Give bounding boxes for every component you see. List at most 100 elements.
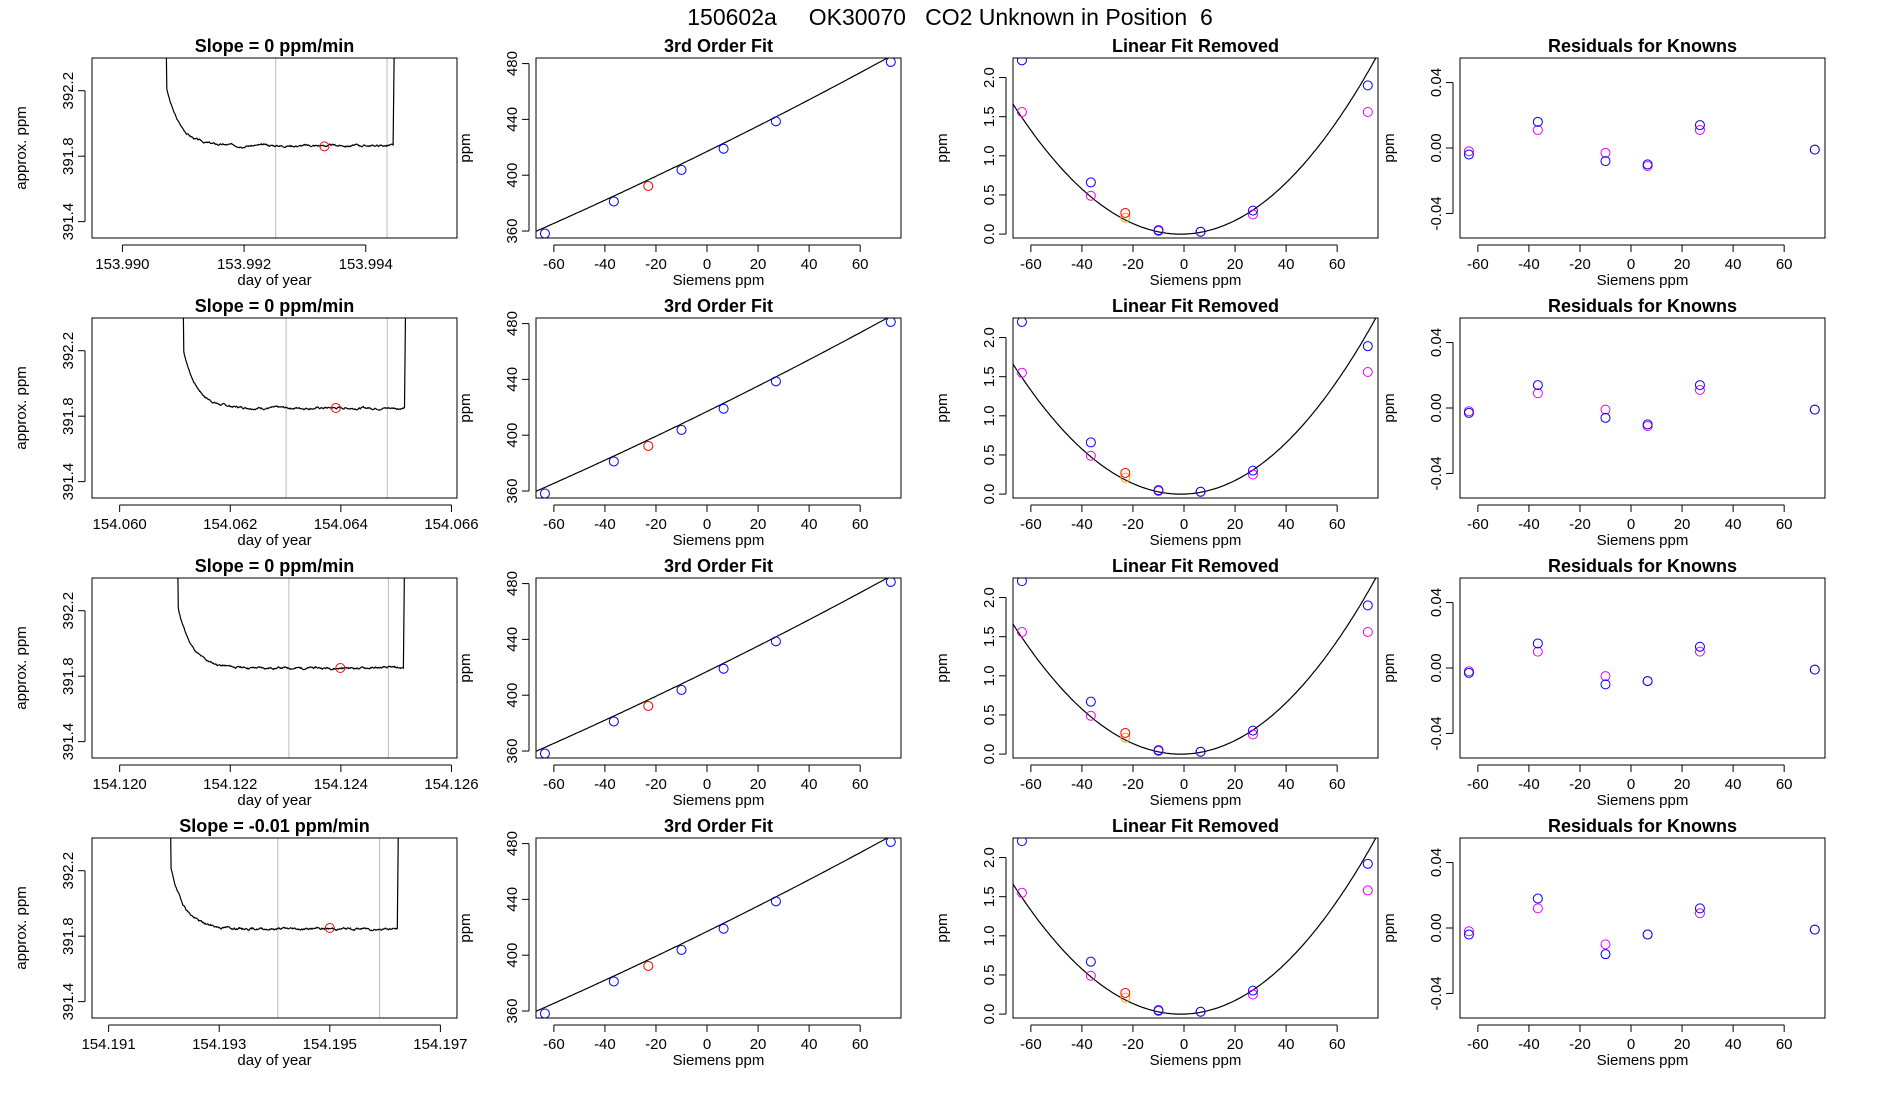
panel-title: Slope = -0.01 ppm/min bbox=[179, 816, 370, 836]
panel-title: Linear Fit Removed bbox=[1112, 556, 1279, 576]
known-point bbox=[608, 456, 619, 467]
x-tick-label: -40 bbox=[1071, 776, 1093, 793]
y-tick-label: 0.04 bbox=[1428, 68, 1445, 97]
x-tick-label: 20 bbox=[1227, 1036, 1244, 1053]
known-point bbox=[885, 58, 896, 67]
x-tick-label: 154.126 bbox=[424, 776, 478, 793]
y-tick-label: 1.5 bbox=[981, 886, 998, 907]
y-tick-label: 391.8 bbox=[60, 657, 77, 695]
y-tick-label: 440 bbox=[504, 887, 521, 912]
x-tick-label: 154.124 bbox=[314, 776, 368, 793]
known-point bbox=[1600, 679, 1611, 690]
plot-frame bbox=[1459, 57, 1826, 239]
known-point bbox=[608, 196, 619, 207]
known-alt-point bbox=[1694, 908, 1705, 919]
known-alt-point bbox=[1362, 885, 1373, 896]
plot-area bbox=[1013, 318, 1377, 497]
known-point bbox=[676, 944, 687, 955]
plot-area bbox=[1463, 893, 1820, 960]
x-tick-label: 154.193 bbox=[192, 1036, 246, 1053]
known-point bbox=[1532, 116, 1543, 127]
page-title: 150602a OK30070 CO2 Unknown in Position … bbox=[687, 4, 1213, 30]
fit-curve bbox=[1013, 838, 1377, 1015]
y-tick-label: 391.4 bbox=[60, 203, 77, 241]
x-tick-label: 60 bbox=[852, 1036, 869, 1053]
x-tick-label: -60 bbox=[543, 256, 565, 273]
y-tick-label: 400 bbox=[504, 163, 521, 188]
known-point bbox=[1600, 949, 1611, 960]
known-point bbox=[718, 923, 729, 934]
x-tick-label: -20 bbox=[1122, 1036, 1144, 1053]
known-point bbox=[676, 684, 687, 695]
y-tick-label: -0.04 bbox=[1428, 456, 1445, 490]
plot-frame bbox=[1012, 57, 1379, 239]
x-axis-label: day of year bbox=[237, 272, 311, 289]
y-tick-label: 0.04 bbox=[1428, 328, 1445, 357]
plot-frame bbox=[535, 837, 902, 1019]
y-tick-label: 440 bbox=[504, 107, 521, 132]
known-point bbox=[718, 403, 729, 414]
known-point bbox=[1085, 437, 1096, 448]
y-tick-label: 360 bbox=[504, 739, 521, 764]
x-tick-label: 154.064 bbox=[314, 516, 368, 533]
mean-marker bbox=[335, 663, 346, 673]
known-point bbox=[1463, 667, 1474, 678]
known-point bbox=[1195, 746, 1206, 757]
panel-title: Residuals for Knowns bbox=[1548, 556, 1737, 576]
known-point bbox=[1195, 486, 1206, 497]
known-alt-point bbox=[1016, 887, 1027, 898]
known-alt-point bbox=[1247, 209, 1258, 220]
y-tick-label: -0.04 bbox=[1428, 196, 1445, 230]
plot-area bbox=[177, 578, 405, 758]
y-axis-label: approx. ppm bbox=[13, 106, 30, 189]
y-tick-label: 0.04 bbox=[1428, 848, 1445, 877]
x-tick-label: 153.990 bbox=[95, 256, 149, 273]
known-alt-point bbox=[1016, 367, 1027, 378]
x-tick-label: 0 bbox=[1180, 516, 1188, 533]
x-axis-label: day of year bbox=[237, 532, 311, 549]
x-tick-label: -60 bbox=[1020, 1036, 1042, 1053]
y-tick-label: 1.5 bbox=[981, 626, 998, 647]
x-tick-label: 40 bbox=[1278, 1036, 1295, 1053]
plot-frame bbox=[535, 577, 902, 759]
y-tick-label: 2.0 bbox=[981, 327, 998, 348]
y-axis-label: approx. ppm bbox=[13, 626, 30, 709]
known-point bbox=[1809, 404, 1820, 415]
y-tick-label: 360 bbox=[504, 999, 521, 1024]
known-alt-point bbox=[1085, 450, 1096, 461]
y-tick-label: 0.5 bbox=[981, 705, 998, 726]
x-tick-label: -20 bbox=[645, 256, 667, 273]
x-tick-label: 154.062 bbox=[203, 516, 257, 533]
unknown-alt-point bbox=[1120, 732, 1131, 743]
x-tick-label: 40 bbox=[1278, 776, 1295, 793]
panel-1-3: Slope = 0 ppm/min day of year approx. ppm 1… bbox=[13, 556, 479, 809]
known-point bbox=[1195, 1006, 1206, 1017]
plot-area bbox=[1463, 638, 1820, 690]
x-tick-label: 20 bbox=[1227, 776, 1244, 793]
x-tick-label: 154.122 bbox=[203, 776, 257, 793]
concentration-trace bbox=[177, 578, 405, 671]
x-tick-label: -40 bbox=[1071, 516, 1093, 533]
y-tick-label: 480 bbox=[504, 831, 521, 856]
x-tick-label: 60 bbox=[1776, 516, 1793, 533]
x-tick-label: 0 bbox=[703, 776, 711, 793]
y-tick-label: 1.0 bbox=[981, 145, 998, 166]
y-axis-label: ppm bbox=[934, 653, 951, 682]
panel-1-2: Slope = 0 ppm/min day of year approx. ppm 1… bbox=[13, 296, 479, 549]
x-tick-label: 40 bbox=[801, 1036, 818, 1053]
y-tick-label: -0.04 bbox=[1428, 976, 1445, 1010]
x-tick-label: 20 bbox=[1227, 256, 1244, 273]
x-tick-label: 0 bbox=[703, 256, 711, 273]
x-tick-label: 20 bbox=[750, 1036, 767, 1053]
x-tick-label: -60 bbox=[1467, 516, 1489, 533]
fit-curve bbox=[536, 318, 889, 492]
x-tick-label: 40 bbox=[801, 776, 818, 793]
known-point bbox=[885, 318, 896, 327]
known-alt-point bbox=[1463, 926, 1474, 937]
known-alt-point bbox=[1247, 989, 1258, 1000]
y-tick-label: 2.0 bbox=[981, 67, 998, 88]
panel-4-4: Residuals for Knowns Siemens ppm ppm -60 -40… bbox=[1381, 816, 1826, 1069]
y-tick-label: -0.04 bbox=[1428, 716, 1445, 750]
known-point bbox=[1532, 893, 1543, 904]
x-tick-label: 0 bbox=[1180, 256, 1188, 273]
